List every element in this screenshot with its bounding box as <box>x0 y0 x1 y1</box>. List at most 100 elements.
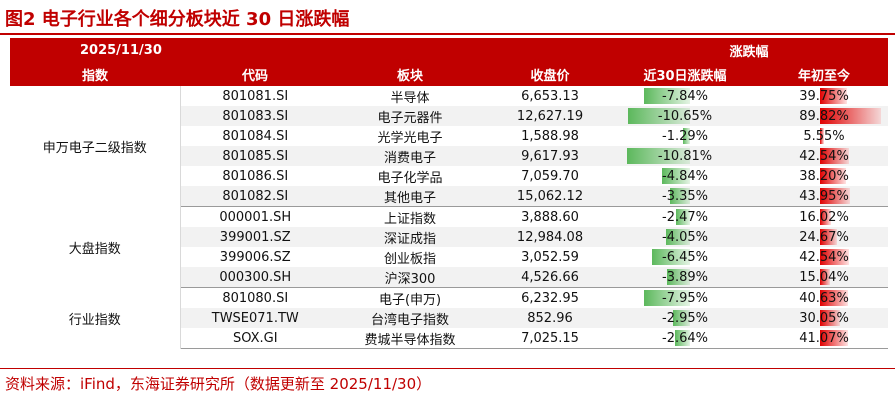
sector-cell-text: 费城半导体指数 <box>364 332 456 348</box>
chg30-cell-text: -4.84% <box>662 168 709 184</box>
code-cell: 801085.SI <box>180 146 331 166</box>
table-row: 399001.SZ 深证成指 12,984.08 -4.05% 24.67% <box>10 227 889 247</box>
header-blank <box>330 38 611 62</box>
sector-cell: 创业板指 <box>330 247 490 267</box>
sector-cell-text: 沪深300 <box>384 271 436 287</box>
sector-cell-text: 深证成指 <box>384 231 437 247</box>
code-cell-text: 801085.SI <box>222 148 289 164</box>
code-cell: SOX.GI <box>180 328 331 349</box>
code-cell: 801080.SI <box>180 288 330 309</box>
ytd-cell-text: 5.55% <box>803 128 845 144</box>
sector-cell: 台湾电子指数 <box>330 308 491 328</box>
chg30-cell-text: -3.89% <box>662 269 709 285</box>
footer-divider <box>0 368 895 369</box>
code-cell-text: 801082.SI <box>222 188 289 204</box>
code-cell-text: 000300.SH <box>219 269 292 285</box>
ytd-cell: 5.55% <box>760 126 888 146</box>
col-sector: 板块 <box>330 62 491 86</box>
table-row: 申万电子二级指数 801081.SI 半导体 6,653.13 -7.84% 39.75% <box>10 86 888 207</box>
close-cell: 12,627.19 <box>490 106 611 126</box>
ytd-cell-text: 43.95% <box>799 188 849 204</box>
sector-cell: 其他电子 <box>330 186 491 207</box>
sector-cell: 消费电子 <box>330 146 491 166</box>
sector-cell-text: 光学光电子 <box>377 130 443 146</box>
sector-cell-text: 创业板指 <box>384 251 437 267</box>
ytd-cell: 38.20% <box>760 166 888 186</box>
code-cell: 801082.SI <box>180 186 331 207</box>
sector-cell: 费城半导体指数 <box>330 328 491 349</box>
ytd-cell: 39.75% <box>760 86 888 106</box>
chg30-cell-text: -7.84% <box>662 88 709 104</box>
chg30-cell-text: -10.65% <box>657 108 713 124</box>
sector-cell: 上证指数 <box>330 207 490 228</box>
chg30-cell: -7.84% <box>610 86 760 106</box>
header-row-columns: 指数 代码 板块 收盘价 近30日涨跌幅 年初至今 <box>10 62 889 86</box>
close-cell-text: 7,059.70 <box>521 168 579 184</box>
chg30-cell-text: -2.95% <box>662 310 709 326</box>
group-name: 申万电子二级指数 <box>10 86 181 207</box>
col-index: 指数 <box>10 62 180 86</box>
code-cell-text: 399001.SZ <box>219 229 291 245</box>
close-cell: 9,617.93 <box>490 146 611 166</box>
group-2: 行业指数 801080.SI 电子(申万) 6,232.95 -7.95% 40.63% T… <box>10 287 889 349</box>
close-cell: 3,888.60 <box>490 207 610 228</box>
ytd-cell-text: 42.54% <box>799 148 849 164</box>
group-name: 行业指数 <box>10 287 181 349</box>
title-divider <box>0 33 895 35</box>
close-cell-text: 3,888.60 <box>521 209 579 225</box>
code-cell: 000300.SH <box>180 267 331 288</box>
code-cell-text: 801080.SI <box>222 290 289 306</box>
ytd-cell-text: 15.04% <box>799 269 849 285</box>
sector-cell: 电子化学品 <box>330 166 490 186</box>
chg30-cell: -6.45% <box>610 247 760 267</box>
source-note: 资料来源：iFind，东海证券研究所（数据更新至 2025/11/30） <box>5 375 432 393</box>
ytd-cell-text: 24.67% <box>799 229 849 245</box>
close-cell: 12,984.08 <box>490 227 611 247</box>
close-cell-text: 15,062.12 <box>516 188 584 204</box>
code-cell-text: 801083.SI <box>222 108 289 124</box>
chg30-cell-text: -2.64% <box>662 330 709 346</box>
close-cell-text: 9,617.93 <box>521 148 579 164</box>
sector-cell-text: 消费电子 <box>384 150 437 166</box>
chg30-cell: -4.84% <box>610 166 760 186</box>
group-0: 申万电子二级指数 801081.SI 半导体 6,653.13 -7.84% 39.75%… <box>10 86 889 207</box>
close-cell: 7,025.15 <box>490 328 611 349</box>
ytd-cell-text: 41.07% <box>799 330 849 346</box>
sector-cell-text: 台湾电子指数 <box>371 312 450 328</box>
close-cell-text: 7,025.15 <box>521 330 579 346</box>
sector-cell-text: 上证指数 <box>384 211 437 227</box>
code-cell-text: TWSE071.TW <box>211 310 299 326</box>
ytd-cell: 24.67% <box>760 227 889 247</box>
ytd-cell-text: 39.75% <box>799 88 849 104</box>
code-cell-text: 801081.SI <box>222 88 289 104</box>
ytd-cell-text: 42.54% <box>799 249 849 265</box>
ytd-cell: 43.95% <box>760 186 889 207</box>
chg30-cell-text: -3.35% <box>662 188 709 204</box>
col-close: 收盘价 <box>490 62 611 86</box>
header-date: 2025/11/30 <box>10 38 331 62</box>
code-cell: 000001.SH <box>180 207 330 228</box>
table-row: 大盘指数 000001.SH 上证指数 3,888.60 -2.47% 16.02% <box>10 206 888 288</box>
close-cell-text: 12,627.19 <box>516 108 584 124</box>
close-cell-text: 12,984.08 <box>516 229 584 245</box>
group-1: 大盘指数 000001.SH 上证指数 3,888.60 -2.47% 16.02% 399… <box>10 206 889 288</box>
sector-cell-text: 电子化学品 <box>377 170 443 186</box>
close-cell: 852.96 <box>490 308 611 328</box>
ytd-cell: 15.04% <box>760 267 889 288</box>
header-row-top: 2025/11/30 涨跌幅 <box>10 38 889 62</box>
chg30-cell: -2.95% <box>610 308 761 328</box>
sector-cell-text: 半导体 <box>390 90 430 106</box>
close-cell: 7,059.70 <box>490 166 610 186</box>
chg30-cell-text: -10.81% <box>657 148 713 164</box>
col-ytd: 年初至今 <box>760 62 889 86</box>
sector-cell: 电子元器件 <box>330 106 491 126</box>
close-cell-text: 852.96 <box>527 310 573 326</box>
chg30-cell-text: -1.29% <box>662 128 709 144</box>
table-row: SOX.GI 费城半导体指数 7,025.15 -2.64% 41.07% <box>10 328 889 349</box>
table-row: 801086.SI 电子化学品 7,059.70 -4.84% 38.20% <box>10 166 888 186</box>
table-row: 801082.SI 其他电子 15,062.12 -3.35% 43.95% <box>10 186 889 207</box>
close-cell: 6,653.13 <box>490 86 610 106</box>
close-cell-text: 6,653.13 <box>521 88 579 104</box>
header-change-group: 涨跌幅 <box>610 38 889 62</box>
ytd-cell-text: 38.20% <box>799 168 849 184</box>
